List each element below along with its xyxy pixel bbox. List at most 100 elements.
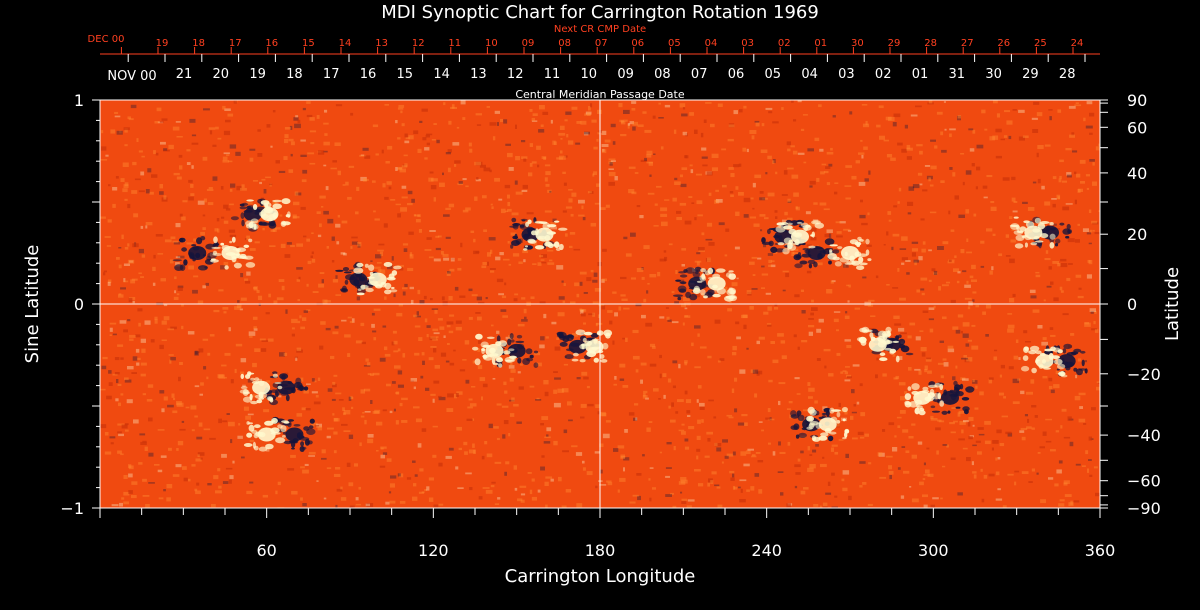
negative-polarity-patch bbox=[565, 348, 574, 352]
negative-polarity-patch bbox=[1042, 229, 1047, 233]
positive-polarity-patch bbox=[211, 246, 222, 249]
positive-polarity-patch bbox=[368, 281, 377, 285]
white-axis-label: 05 bbox=[765, 67, 782, 82]
positive-polarity-patch bbox=[272, 199, 282, 203]
negative-polarity-patch bbox=[950, 393, 957, 401]
white-axis-label: 13 bbox=[470, 67, 487, 82]
positive-polarity-patch bbox=[489, 353, 499, 357]
positive-polarity-patch bbox=[553, 241, 560, 248]
positive-polarity-patch bbox=[921, 389, 930, 393]
magnetogram-image bbox=[100, 100, 1100, 508]
negative-polarity-patch bbox=[678, 288, 687, 293]
positive-polarity-patch bbox=[830, 416, 838, 423]
positive-polarity-patch bbox=[213, 236, 218, 244]
positive-polarity-patch bbox=[834, 261, 842, 267]
positive-polarity-patch bbox=[700, 289, 706, 296]
positive-polarity-patch bbox=[827, 253, 837, 260]
positive-polarity-patch bbox=[523, 248, 528, 251]
positive-polarity-patch bbox=[583, 331, 593, 336]
x-tick-label: 300 bbox=[918, 541, 949, 560]
active-region bbox=[556, 329, 613, 363]
positive-polarity-patch bbox=[380, 281, 387, 288]
negative-polarity-patch bbox=[246, 205, 252, 210]
positive-polarity-patch bbox=[1043, 367, 1051, 370]
red-axis-label: 17 bbox=[229, 38, 242, 49]
white-axis-label: 28 bbox=[1059, 67, 1076, 82]
negative-polarity-patch bbox=[510, 339, 515, 343]
positive-polarity-patch bbox=[229, 240, 233, 244]
red-axis-label: 12 bbox=[412, 38, 425, 49]
negative-polarity-patch bbox=[239, 206, 247, 210]
positive-polarity-patch bbox=[283, 421, 290, 424]
negative-polarity-patch bbox=[941, 410, 948, 415]
positive-polarity-patch bbox=[1021, 365, 1030, 372]
positive-polarity-patch bbox=[534, 220, 544, 224]
positive-polarity-patch bbox=[1035, 240, 1044, 243]
positive-polarity-patch bbox=[911, 383, 920, 391]
positive-polarity-patch bbox=[356, 292, 365, 296]
active-region bbox=[472, 333, 539, 369]
positive-polarity-patch bbox=[265, 443, 274, 450]
white-axis-label: 31 bbox=[949, 67, 966, 82]
negative-polarity-patch bbox=[905, 352, 914, 356]
negative-polarity-patch bbox=[943, 389, 948, 396]
positive-polarity-patch bbox=[1033, 235, 1040, 240]
positive-polarity-patch bbox=[712, 273, 721, 279]
negative-polarity-patch bbox=[533, 362, 539, 369]
positive-polarity-patch bbox=[844, 429, 849, 434]
negative-polarity-patch bbox=[202, 254, 206, 257]
positive-polarity-patch bbox=[554, 220, 560, 223]
negative-polarity-patch bbox=[509, 333, 514, 340]
positive-polarity-patch bbox=[254, 377, 260, 382]
negative-polarity-patch bbox=[345, 274, 355, 281]
red-axis-label: 24 bbox=[1071, 38, 1084, 49]
red-axis-label: 16 bbox=[265, 38, 278, 49]
positive-polarity-patch bbox=[844, 262, 854, 266]
positive-polarity-patch bbox=[712, 293, 721, 298]
top-white-axis-title: Central Meridian Passage Date bbox=[515, 88, 684, 101]
positive-polarity-patch bbox=[593, 357, 599, 363]
positive-polarity-patch bbox=[282, 435, 286, 438]
positive-polarity-patch bbox=[253, 223, 257, 230]
y-right-tick-label: 20 bbox=[1127, 225, 1147, 244]
positive-polarity-patch bbox=[483, 355, 493, 361]
y-right-tick-label: 40 bbox=[1127, 164, 1147, 183]
red-axis-label: 26 bbox=[997, 38, 1010, 49]
positive-polarity-patch bbox=[498, 363, 503, 368]
negative-polarity-patch bbox=[200, 236, 206, 241]
y-left-tick-label: 1 bbox=[74, 91, 84, 110]
white-axis-label: 07 bbox=[691, 67, 708, 82]
positive-polarity-patch bbox=[699, 274, 707, 282]
white-axis-label: 06 bbox=[728, 67, 745, 82]
positive-polarity-patch bbox=[1031, 367, 1037, 374]
white-axis-label: 20 bbox=[213, 67, 230, 82]
positive-polarity-patch bbox=[892, 340, 900, 343]
positive-polarity-patch bbox=[696, 280, 703, 283]
negative-polarity-patch bbox=[309, 418, 315, 424]
positive-polarity-patch bbox=[253, 424, 261, 429]
positive-polarity-patch bbox=[383, 262, 393, 267]
negative-polarity-patch bbox=[1071, 351, 1079, 355]
positive-polarity-patch bbox=[1049, 222, 1054, 226]
y-right-tick-label: −20 bbox=[1127, 365, 1161, 384]
positive-polarity-patch bbox=[367, 276, 375, 279]
top-red-axis-title: Next CR CMP Date bbox=[554, 24, 646, 35]
positive-polarity-patch bbox=[1040, 233, 1049, 239]
negative-polarity-patch bbox=[281, 374, 286, 381]
positive-polarity-patch bbox=[364, 263, 369, 268]
negative-polarity-patch bbox=[516, 334, 523, 339]
active-region bbox=[239, 371, 309, 406]
y-right-tick-label: −90 bbox=[1127, 499, 1161, 518]
positive-polarity-patch bbox=[481, 347, 485, 355]
positive-polarity-patch bbox=[264, 420, 274, 426]
positive-polarity-patch bbox=[280, 220, 287, 227]
positive-polarity-patch bbox=[884, 347, 892, 351]
positive-polarity-patch bbox=[375, 284, 383, 289]
white-axis-label: 21 bbox=[176, 67, 193, 82]
negative-polarity-patch bbox=[181, 247, 188, 252]
negative-polarity-patch bbox=[507, 338, 512, 346]
positive-polarity-patch bbox=[221, 245, 231, 251]
positive-polarity-patch bbox=[270, 427, 280, 434]
x-tick-label: 120 bbox=[418, 541, 449, 560]
